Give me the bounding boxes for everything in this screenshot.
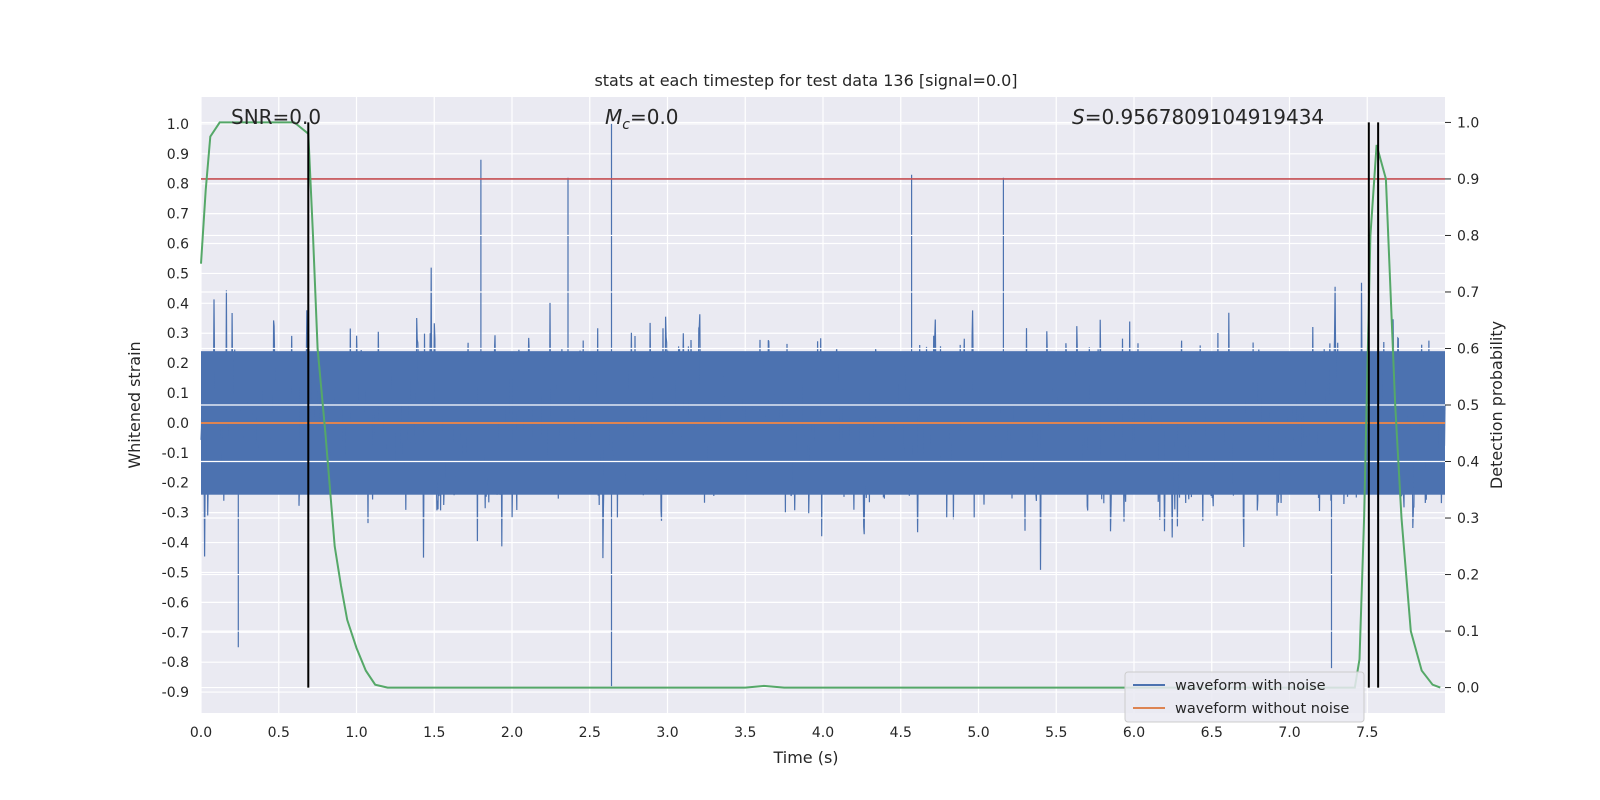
y-tick-label-left: 0.8: [167, 177, 189, 193]
y-tick-label-left: -0.5: [162, 565, 189, 581]
legend-label-noise: waveform with noise: [1175, 678, 1326, 694]
y-tick-label-left: 0.3: [167, 326, 189, 342]
legend: waveform with noise waveform without noi…: [1124, 671, 1365, 723]
y-tick-label-left: -0.8: [162, 655, 189, 671]
chirp-mass-value: =0.0: [630, 105, 679, 129]
legend-label-clean: waveform without noise: [1175, 701, 1349, 717]
y-tick-label-left: -0.4: [162, 536, 189, 552]
y-tick-label-left: 0.9: [167, 147, 189, 163]
x-tick-label: 4.0: [812, 725, 834, 741]
score-value: =0.9567809104919434: [1085, 105, 1324, 129]
x-tick-label: 3.5: [734, 725, 756, 741]
score-symbol: S: [1072, 105, 1085, 129]
y-tick-label-left: -0.3: [162, 506, 189, 522]
chart-title: stats at each timestep for test data 136…: [594, 71, 1017, 90]
x-tick-label: 0.5: [268, 725, 290, 741]
y-axis-label-left: Whitened strain: [125, 341, 144, 468]
y-tick-label-right: 0.3: [1457, 511, 1479, 527]
y-tick-label-left: 0.6: [167, 237, 189, 253]
y-tick-label-left: -0.2: [162, 476, 189, 492]
y-tick-label-right: 0.1: [1457, 624, 1479, 640]
y-tick-label-right: 0.9: [1457, 172, 1479, 188]
y-axis-label-right: Detection probability: [1487, 321, 1506, 489]
y-tick-label-left: 0.0: [167, 416, 189, 432]
x-tick-label: 2.0: [501, 725, 523, 741]
y-tick-label-left: 0.2: [167, 356, 189, 372]
x-tick-label: 5.5: [1045, 725, 1067, 741]
x-tick-label: 1.0: [345, 725, 367, 741]
y-tick-label-right: 1.0: [1457, 115, 1479, 131]
y-tick-label-right: 0.8: [1457, 228, 1479, 244]
x-tick-label: 4.5: [890, 725, 912, 741]
x-tick-label: 6.5: [1201, 725, 1223, 741]
y-tick-label-right: 0.5: [1457, 398, 1479, 414]
score-annotation: S=0.9567809104919434: [1072, 105, 1324, 129]
y-tick-label-left: 0.5: [167, 266, 189, 282]
x-tick-label: 7.5: [1356, 725, 1378, 741]
x-tick-label: 0.0: [190, 725, 212, 741]
x-tick-label: 2.5: [579, 725, 601, 741]
x-tick-label: 7.0: [1278, 725, 1300, 741]
snr-annotation: SNR=0.0: [231, 105, 321, 129]
chirp-mass-symbol: M: [605, 105, 622, 129]
y-tick-label-right: 0.6: [1457, 341, 1479, 357]
y-tick-label-left: 1.0: [167, 117, 189, 133]
y-tick-label-left: 0.1: [167, 386, 189, 402]
y-tick-label-right: 0.0: [1457, 681, 1479, 697]
series-waveform-with-noise: [200, 123, 1446, 687]
y-tick-label-right: 0.2: [1457, 568, 1479, 584]
legend-box: [1124, 671, 1365, 723]
chirp-mass-subscript: c: [622, 117, 630, 133]
x-tick-label: 5.0: [967, 725, 989, 741]
x-tick-label: 1.5: [423, 725, 445, 741]
x-tick-label: 3.0: [656, 725, 678, 741]
y-tick-label-left: -0.9: [162, 685, 189, 701]
y-tick-label-left: 0.4: [167, 296, 189, 312]
x-tick-label: 6.0: [1123, 725, 1145, 741]
chirp-mass-annotation: Mc=0.0: [605, 105, 679, 133]
y-tick-label-left: -0.1: [162, 446, 189, 462]
y-tick-label-left: 0.7: [167, 207, 189, 223]
series-detection-probability: [200, 121, 1441, 689]
y-tick-label-right: 0.4: [1457, 455, 1479, 471]
y-tick-label-right: 0.7: [1457, 285, 1479, 301]
x-axis-label: Time (s): [772, 748, 838, 767]
y-tick-label-left: -0.7: [162, 625, 189, 641]
y-tick-label-left: -0.6: [162, 595, 189, 611]
